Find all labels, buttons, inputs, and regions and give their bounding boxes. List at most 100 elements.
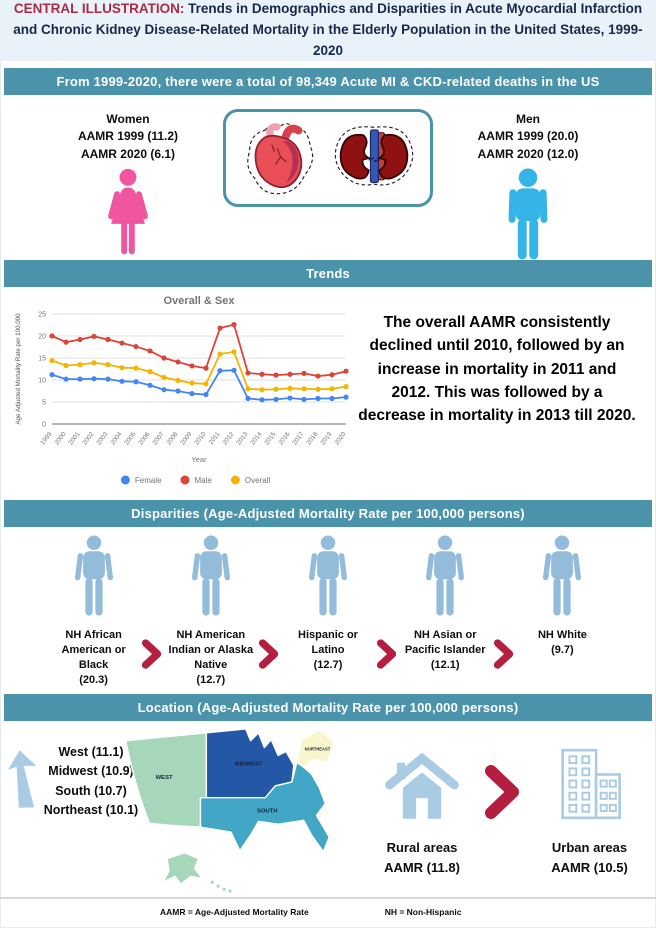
group-value: (12.7) xyxy=(196,673,226,686)
svg-text:2015: 2015 xyxy=(263,431,278,447)
disparity-chevron xyxy=(141,639,163,694)
group-value: (12.1) xyxy=(430,658,460,671)
group-value: (20.3) xyxy=(79,673,108,686)
svg-text:Age Adjusted Mortality Rate pe: Age Adjusted Mortality Rate per 100,000 xyxy=(15,313,22,425)
trends-summary: The overall AAMR consistently declined u… xyxy=(358,314,636,424)
total-deaths-banner: From 1999-2020, there were a total of 98… xyxy=(4,68,652,95)
disparity-label: Hispanic or Latino (12.7) xyxy=(280,628,375,673)
svg-text:25: 25 xyxy=(38,312,46,319)
group-value: (9.7) xyxy=(551,643,574,656)
map-label-west: WEST xyxy=(156,775,173,781)
svg-text:5: 5 xyxy=(42,400,46,407)
group-name: NH Asian or Pacific Islander xyxy=(404,629,486,656)
svg-text:2014: 2014 xyxy=(249,431,264,447)
disparity-chevron xyxy=(376,639,398,694)
us-regions-map: WEST MIDWEST NORTHEAST SOUTH xyxy=(125,728,335,893)
disparity-group: NH Asian or Pacific Islander (12.1) xyxy=(398,535,493,694)
group-name: NH White xyxy=(537,629,587,641)
location-banner: Location (Age-Adjusted Mortality Rate pe… xyxy=(4,694,652,721)
svg-text:1999: 1999 xyxy=(39,431,54,447)
svg-text:2002: 2002 xyxy=(81,431,96,447)
svg-text:2012: 2012 xyxy=(221,431,236,447)
region-south: South (10.7) xyxy=(55,783,127,798)
men-aamr-1999: AAMR 1999 (20.0) xyxy=(477,129,579,144)
rural-aamr: AAMR (11.8) xyxy=(384,859,460,875)
women-stats: Women AAMR 1999 (11.2) AAMR 2020 (6.1) xyxy=(44,111,212,256)
map-label-northeast: NORTHEAST xyxy=(305,747,331,752)
group-name: NH American Indian or Alaska Native xyxy=(168,629,254,671)
svg-text:15: 15 xyxy=(38,356,46,363)
map-label-midwest: MIDWEST xyxy=(235,761,263,767)
person-icon xyxy=(74,535,113,616)
person-icon xyxy=(543,535,582,616)
urban-label: Urban areas xyxy=(551,840,628,855)
svg-text:2007: 2007 xyxy=(151,431,166,447)
footnote-aamr: AAMR = Age-Adjusted Mortality Rate xyxy=(160,907,309,917)
svg-text:2013: 2013 xyxy=(235,431,250,447)
trends-chart: 0 5 10 15 20 25 1999 2000 2001 2002 2003 2004 2005 20… xyxy=(0,287,356,500)
central-illustration-label: CENTRAL ILLUSTRATION: xyxy=(13,1,185,17)
demographics-section: Women AAMR 1999 (11.2) AAMR 2020 (6.1) xyxy=(0,95,656,260)
disparities-banner-text: Disparities (Age-Adjusted Mortality Rate… xyxy=(131,506,525,521)
map-alaska xyxy=(162,852,204,885)
svg-text:2003: 2003 xyxy=(95,431,110,447)
urban-aamr: AAMR (10.5) xyxy=(551,859,628,875)
chevron-right-icon xyxy=(493,639,513,669)
region-midwest: Midwest (10.9) xyxy=(48,764,134,779)
svg-text:2020: 2020 xyxy=(333,431,348,447)
svg-text:Year: Year xyxy=(191,455,207,464)
disparity-label: NH Asian or Pacific Islander (12.1) xyxy=(398,628,493,673)
disparity-group: NH White (9.7) xyxy=(515,535,610,694)
svg-text:2006: 2006 xyxy=(137,431,152,447)
svg-text:Overall & Sex: Overall & Sex xyxy=(164,295,236,307)
disparity-label: NH American Indian or Alaska Native (12.7… xyxy=(163,628,258,687)
total-deaths-text: From 1999-2020, there were a total of 98… xyxy=(56,74,600,89)
svg-text:0: 0 xyxy=(42,422,46,429)
rural-label: Rural areas xyxy=(386,840,458,855)
urban-areas-block: Urban areas AAMR (10.5) xyxy=(532,747,647,877)
disparity-group: NH African American or Black (20.3) xyxy=(46,535,141,694)
svg-text:2004: 2004 xyxy=(109,431,124,447)
region-west: West (11.1) xyxy=(58,745,124,759)
region-aamr-list: West (11.1) Midwest (10.9) South (10.7) … xyxy=(32,743,150,821)
map-hawaii xyxy=(210,880,232,893)
svg-text:Male: Male xyxy=(195,476,213,485)
page-title: CENTRAL ILLUSTRATION: Trends in Demograp… xyxy=(10,0,646,62)
group-value: (12.7) xyxy=(313,658,343,671)
svg-text:2008: 2008 xyxy=(165,431,180,447)
svg-text:2001: 2001 xyxy=(67,431,82,447)
buildings-icon xyxy=(560,748,621,820)
svg-text:2009: 2009 xyxy=(179,431,194,447)
footnotes: AAMR = Age-Adjusted Mortality Rate NH = … xyxy=(0,897,656,917)
chevron-right-icon xyxy=(376,639,396,669)
up-arrow-icon xyxy=(8,750,37,808)
disparity-label: NH African American or Black (20.3) xyxy=(46,628,141,687)
svg-text:2010: 2010 xyxy=(193,431,208,447)
disparity-chevron xyxy=(258,639,280,694)
svg-text:Female: Female xyxy=(135,476,162,485)
person-icon xyxy=(191,535,230,616)
men-aamr-2020: AAMR 2020 (12.0) xyxy=(477,146,579,161)
female-icon xyxy=(108,169,148,255)
svg-text:2017: 2017 xyxy=(291,431,306,447)
group-name: Hispanic or Latino xyxy=(298,629,358,656)
men-stats: Men AAMR 1999 (20.0) AAMR 2020 (12.0) xyxy=(444,111,612,260)
kidneys-illustration-icon xyxy=(334,126,414,186)
svg-text:2000: 2000 xyxy=(53,431,68,447)
women-aamr-1999: AAMR 1999 (11.2) xyxy=(77,129,179,144)
map-region-south xyxy=(199,761,330,853)
disparities-section: NH African American or Black (20.3) NH Ame… xyxy=(0,527,656,694)
svg-text:2019: 2019 xyxy=(319,431,334,447)
svg-text:10: 10 xyxy=(38,378,46,385)
svg-text:2005: 2005 xyxy=(123,431,138,447)
chevron-right-icon xyxy=(259,639,279,669)
svg-text:20: 20 xyxy=(38,334,46,341)
women-title: Women xyxy=(106,112,150,126)
svg-text:2011: 2011 xyxy=(208,431,222,446)
region-northeast: Northeast (10.1) xyxy=(43,803,139,818)
header: CENTRAL ILLUSTRATION: Trends in Demograp… xyxy=(0,0,656,61)
footnote-nh: NH = Non-Hispanic xyxy=(384,907,462,917)
disparity-label: NH White (9.7) xyxy=(538,628,587,658)
